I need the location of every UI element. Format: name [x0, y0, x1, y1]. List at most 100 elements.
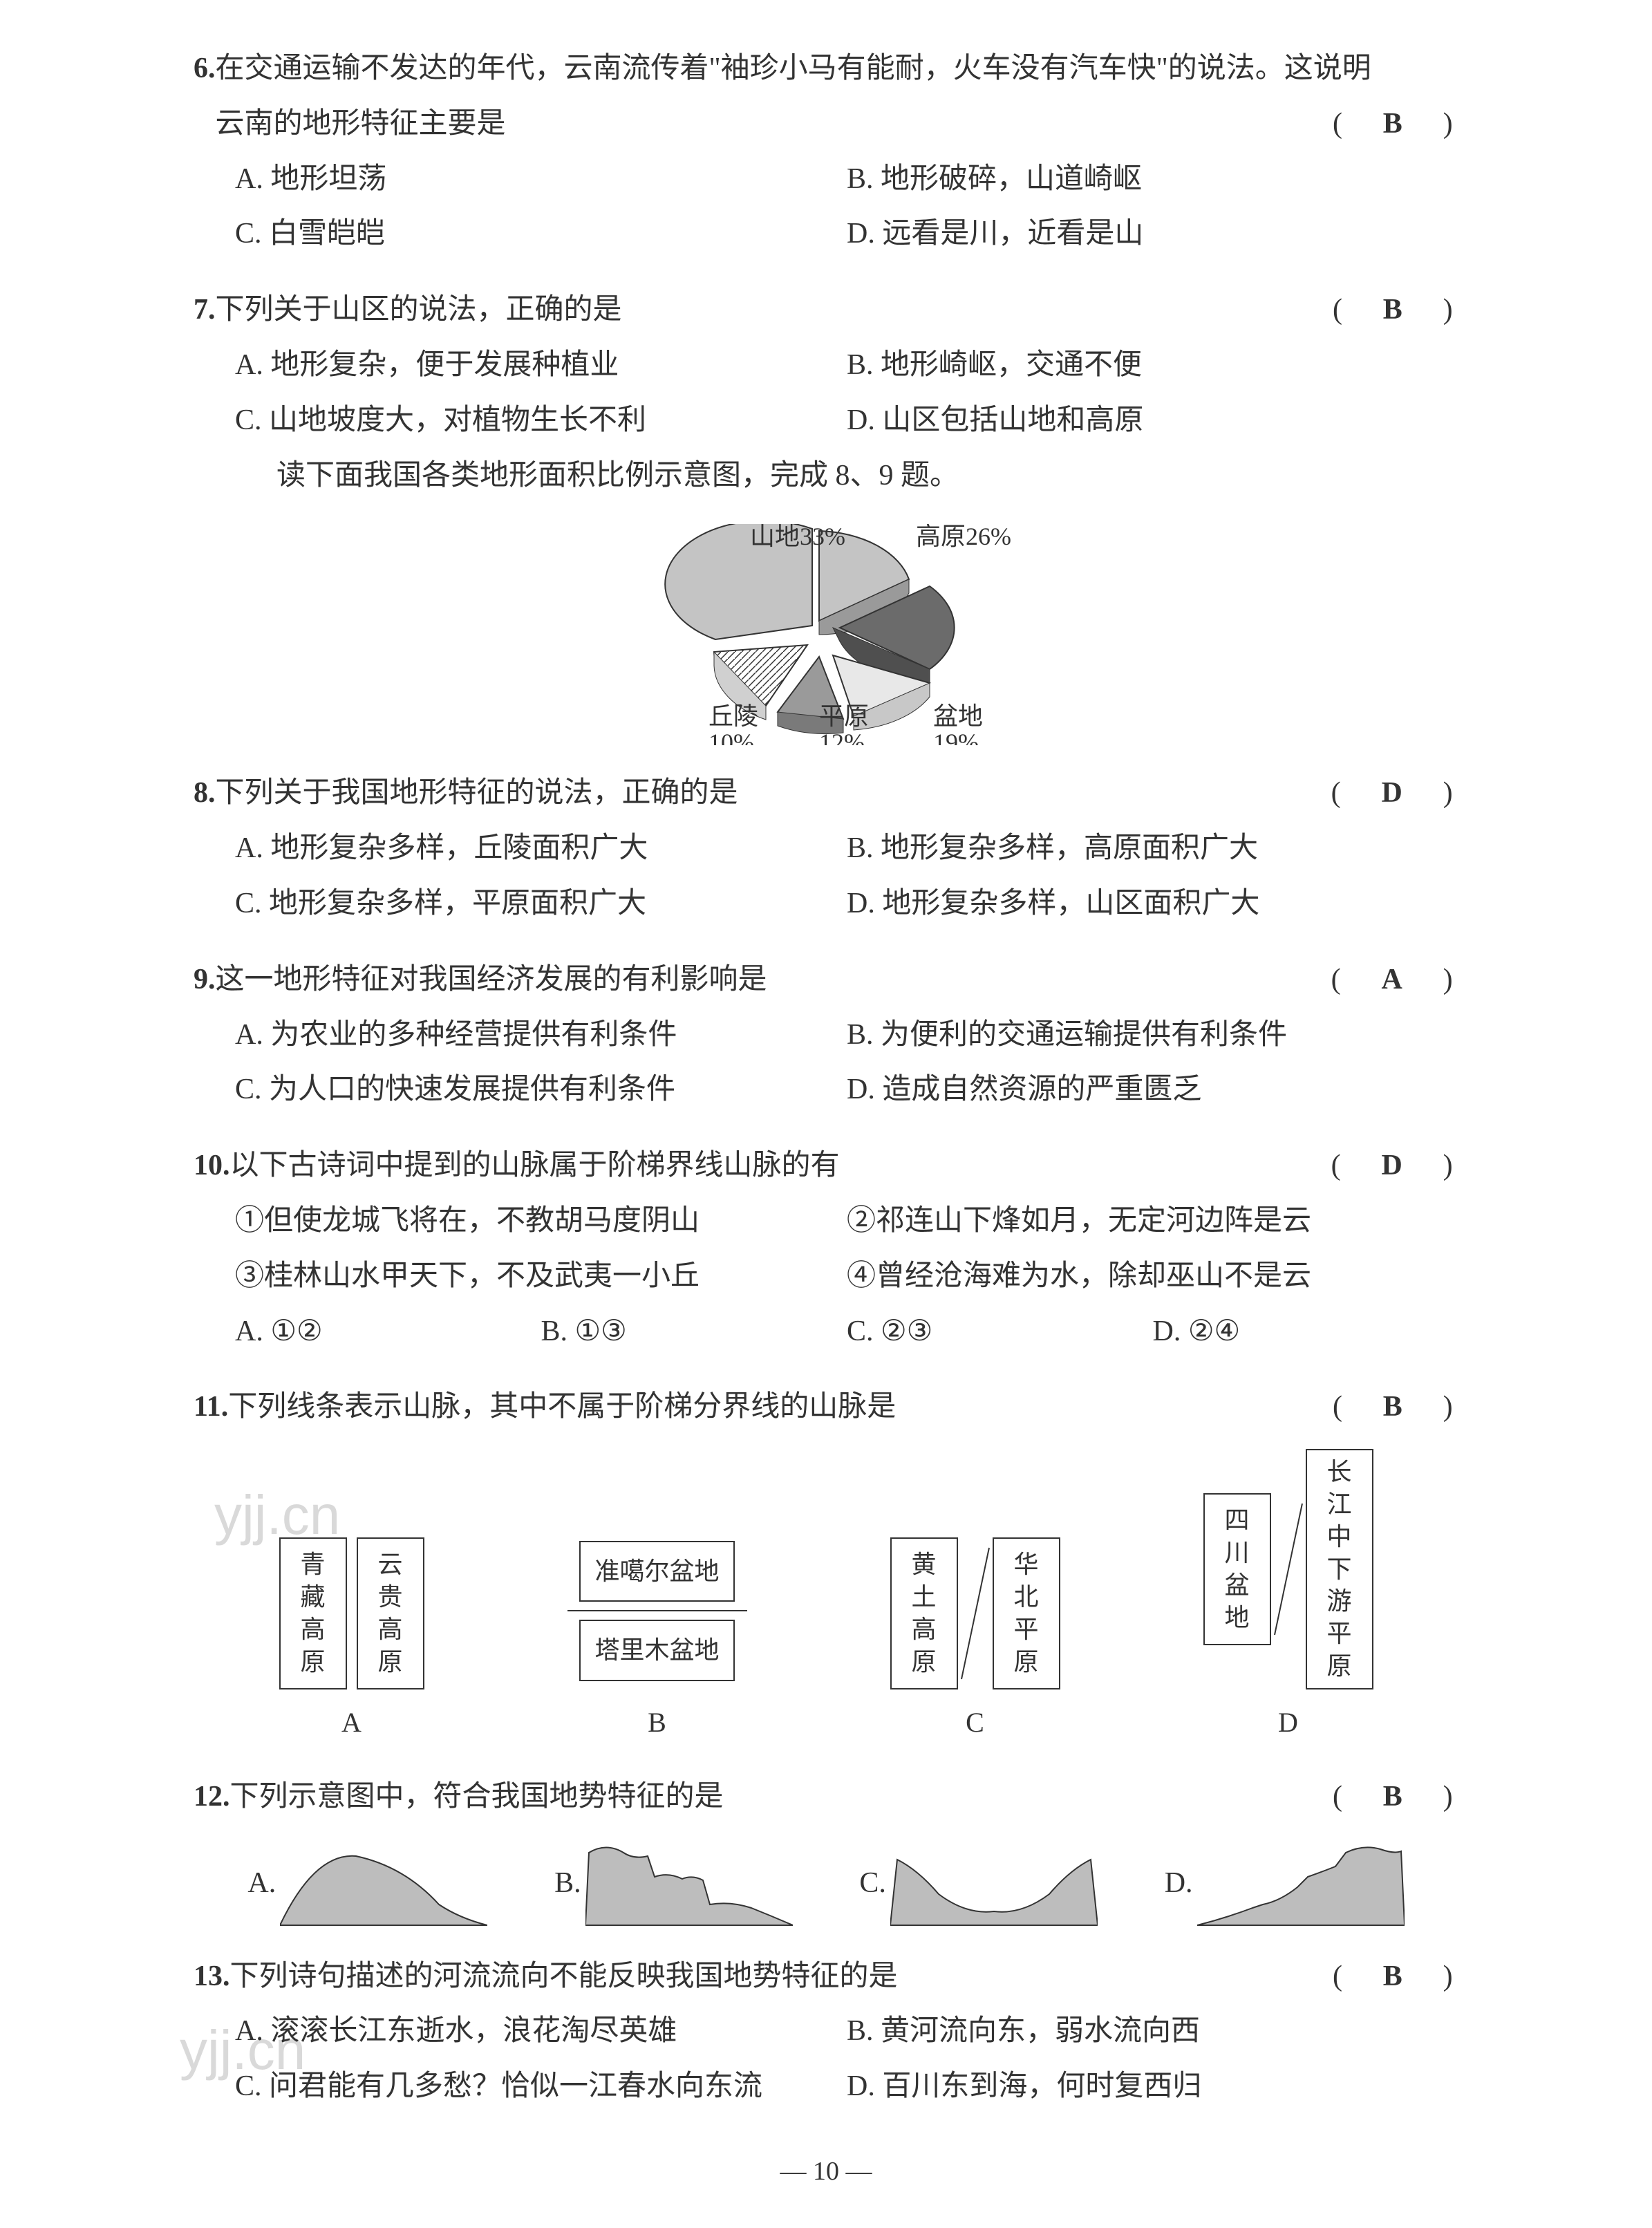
question-13: yjj.cn 13. ( B ) 下列诗句描述的河流流向不能反映我国地势特征的是… [194, 1949, 1458, 2115]
question-11: yjj.cn 11. ( B ) 下列线条表示山脉，其中不属于阶梯分界线的山脉是… [194, 1380, 1458, 1748]
option-b: B. 地形破碎，山道崎岖 [847, 152, 1458, 207]
terrain-profile-d [1197, 1839, 1405, 1929]
pie-label-hill: 丘陵10% [708, 702, 758, 745]
profile-c: C. [859, 1839, 1098, 1929]
option-b: B. 黄河流向东，弱水流向西 [847, 2004, 1458, 2059]
statement-2: ②祁连山下烽如月，无定河边阵是云 [847, 1194, 1458, 1249]
box-junggar: 准噶尔盆地 [579, 1541, 734, 1602]
option-b: B. ①③ [541, 1304, 847, 1360]
question-stem: ( B ) 下列关于山区的说法，正确的是 [216, 283, 1459, 338]
box-tarim: 塔里木盆地 [579, 1620, 734, 1681]
option-b: B. 地形崎岖，交通不便 [847, 338, 1458, 393]
question-number: 8. [194, 766, 216, 821]
option-a: A. 地形复杂多样，丘陵面积广大 [235, 821, 847, 877]
question-stem: ( B ) 下列示意图中，符合我国地势特征的是 [230, 1770, 1459, 1825]
diagram-label: C [966, 1696, 984, 1749]
option-b: B. 为便利的交通运输提供有利条件 [847, 1008, 1458, 1063]
diagram-label: A [341, 1696, 362, 1749]
question-number: 12. [194, 1770, 230, 1825]
box-huabei: 华北平原 [993, 1537, 1060, 1689]
option-d: D. ②④ [1153, 1304, 1459, 1360]
diagram-b: 准噶尔盆地 塔里木盆地 B [567, 1533, 747, 1749]
option-a: A. 滚滚长江东逝水，浪花淘尽英雄 [235, 2004, 847, 2059]
option-d: D. 地形复杂多样，山区面积广大 [847, 877, 1458, 932]
option-a: A. 为农业的多种经营提供有利条件 [235, 1008, 847, 1063]
profile-a: A. [247, 1839, 487, 1929]
page-footer: — 10 — [194, 2156, 1458, 2187]
box-yungui: 云贵高原 [357, 1537, 424, 1689]
diagram-label: B [648, 1696, 666, 1749]
answer-slot: ( B ) [1333, 1770, 1458, 1825]
question-stem: ( D ) 下列关于我国地形特征的说法，正确的是 [216, 766, 1459, 821]
box-huangtu: 黄土高原 [890, 1537, 958, 1689]
question-stem-line2: ( B ) 云南的地形特征主要是 [216, 97, 1459, 152]
box-sichuan: 四川盆地 [1203, 1493, 1271, 1645]
option-label: C. [859, 1856, 886, 1911]
question-stem: ( D ) 以下古诗词中提到的山脉属于阶梯界线山脉的有 [230, 1139, 1459, 1194]
option-c: C. 地形复杂多样，平原面积广大 [235, 877, 847, 932]
option-label: B. [554, 1856, 581, 1911]
question-12: 12. ( B ) 下列示意图中，符合我国地势特征的是 A. B. [194, 1770, 1458, 1929]
option-a: A. 地形复杂，便于发展种植业 [235, 338, 847, 393]
question-6: 6. 在交通运输不发达的年代，云南流传着"袖珍小马有能耐，火车没有汽车快"的说法… [194, 41, 1458, 262]
pie-label-plain: 平原12% [819, 702, 869, 745]
profile-d: D. [1165, 1839, 1405, 1929]
question-10: 10. ( D ) 以下古诗词中提到的山脉属于阶梯界线山脉的有 ①但使龙城飞将在… [194, 1139, 1458, 1359]
profile-b: B. [554, 1839, 793, 1929]
option-d: D. 山区包括山地和高原 [847, 393, 1458, 449]
statement-1: ①但使龙城飞将在，不教胡马度阴山 [235, 1194, 847, 1249]
answer-slot: ( B ) [1333, 97, 1458, 152]
option-b: B. 地形复杂多样，高原面积广大 [847, 821, 1458, 877]
diagram-c: 黄土高原 华北平原 C [890, 1537, 1060, 1749]
question-7: 7. ( B ) 下列关于山区的说法，正确的是 A. 地形复杂，便于发展种植业 … [194, 283, 1458, 503]
option-d: D. 百川东到海，何时复西归 [847, 2059, 1458, 2115]
answer-slot: ( D ) [1331, 766, 1458, 821]
option-c: C. 山地坡度大，对植物生长不利 [235, 393, 847, 449]
question-stem: ( B ) 下列线条表示山脉，其中不属于阶梯分界线的山脉是 [228, 1380, 1458, 1435]
option-c: C. 白雪皑皑 [235, 207, 847, 262]
diagram-d: 四川盆地 长江中下游平原 D [1203, 1449, 1373, 1749]
option-a: A. ①② [235, 1304, 541, 1360]
question-number: 13. [194, 1949, 230, 2005]
option-c: C. 为人口的快速发展提供有利条件 [235, 1062, 847, 1118]
statement-4: ④曾经沧海难为水，除却巫山不是云 [847, 1249, 1458, 1304]
answer-slot: ( D ) [1331, 1139, 1458, 1194]
question-number: 11. [194, 1380, 228, 1435]
question-stem: ( A ) 这一地形特征对我国经济发展的有利影响是 [216, 953, 1459, 1008]
question-stem-line1: 在交通运输不发达的年代，云南流传着"袖珍小马有能耐，火车没有汽车快"的说法。这说… [216, 41, 1459, 97]
option-c: C. ②③ [847, 1304, 1153, 1360]
question-number: 6. [194, 41, 216, 97]
slash-line [1271, 1500, 1306, 1638]
box-changjiang: 长江中下游平原 [1306, 1449, 1373, 1689]
answer-slot: ( A ) [1331, 953, 1458, 1008]
pie-chart: 山地33% 高原26% 盆地19% 平原12% 丘陵10% [194, 524, 1458, 745]
option-label: A. [247, 1856, 276, 1911]
statement-3: ③桂林山水甲天下，不及武夷一小丘 [235, 1249, 847, 1304]
option-d: D. 远看是川，近看是山 [847, 207, 1458, 262]
terrain-profile-a [280, 1839, 487, 1929]
diagram-label: D [1278, 1696, 1298, 1749]
answer-slot: ( B ) [1333, 283, 1458, 338]
diagram-a: 青藏高原 云贵高原 A [279, 1537, 424, 1749]
question-stem: ( B ) 下列诗句描述的河流流向不能反映我国地势特征的是 [230, 1949, 1459, 2005]
question-number: 9. [194, 953, 216, 1008]
terrain-profile-b [585, 1839, 793, 1929]
slash-line [958, 1544, 993, 1683]
pie-chart-svg: 山地33% 高原26% 盆地19% 平原12% 丘陵10% [591, 524, 1061, 745]
terrain-profile-c [890, 1839, 1098, 1929]
option-d: D. 造成自然资源的严重匮乏 [847, 1062, 1458, 1118]
question-9: 9. ( A ) 这一地形特征对我国经济发展的有利影响是 A. 为农业的多种经营… [194, 953, 1458, 1118]
option-a: A. 地形坦荡 [235, 152, 847, 207]
answer-slot: ( B ) [1333, 1380, 1458, 1435]
box-qingzang: 青藏高原 [279, 1537, 347, 1689]
page-number: 10 [813, 2157, 839, 2186]
option-c: C. 问君能有几多愁？恰似一江春水向东流 [235, 2059, 847, 2115]
option-label: D. [1165, 1856, 1193, 1911]
answer-slot: ( B ) [1333, 1949, 1458, 2005]
question-number: 10. [194, 1139, 230, 1194]
pie-label-basin: 盆地19% [933, 702, 983, 745]
pie-label-plateau: 高原26% [916, 524, 1011, 550]
lead-in-text: 读下面我国各类地形面积比例示意图，完成 8、9 题。 [194, 449, 1458, 504]
pie-label-mountain: 山地33% [750, 524, 845, 550]
question-number: 7. [194, 283, 216, 338]
